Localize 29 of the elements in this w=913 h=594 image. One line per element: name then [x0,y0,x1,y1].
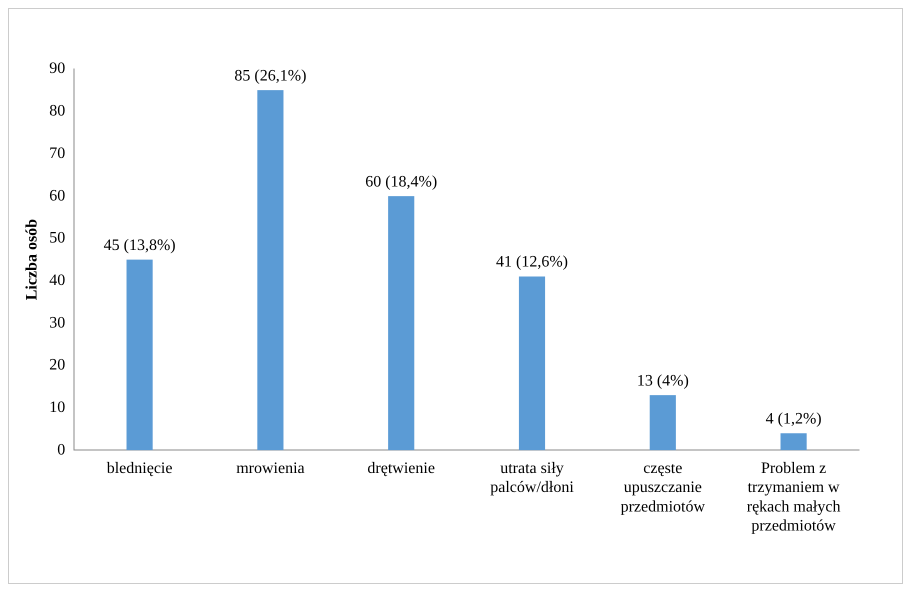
data-label: 4 (1,2%) [766,410,822,428]
y-tick-label: 70 [49,144,66,162]
bar [518,276,546,450]
y-axis-title: Liczba osób [24,218,41,300]
x-tick-label: częste upuszczanie przedmiotów [620,460,706,516]
y-tick-label: 40 [49,272,66,289]
y-tick-label: 30 [49,314,66,332]
bar [257,90,284,450]
bar [388,196,414,450]
y-tick-label: 50 [49,230,66,247]
y-tick-label: 0 [57,441,66,458]
y-tick-label: 90 [49,60,66,78]
bar [780,433,807,450]
y-tick-label: 60 [49,187,66,204]
y-tick-label: 80 [49,102,66,120]
x-tick-label: blednięcie [106,460,172,478]
data-label: 41 (12,6%) [496,254,568,271]
bar [126,260,153,450]
data-label: 13 (4%) [636,372,689,390]
y-tick-label: 10 [49,399,66,416]
bar [650,395,676,450]
y-tick-label: 20 [49,356,66,374]
data-label: 85 (26,1%) [234,67,306,84]
x-tick-label: Problem z trzymaniem w rękach małych przedmiotów [746,460,840,535]
data-label: 60 (18,4%) [365,173,438,190]
x-tick-label: utrata siły palców/dłoni [490,460,574,496]
data-label: 45 (13,8%) [104,236,176,254]
x-tick-label: drętwienie [367,460,435,478]
x-tick-label: mrowienia [236,460,305,478]
